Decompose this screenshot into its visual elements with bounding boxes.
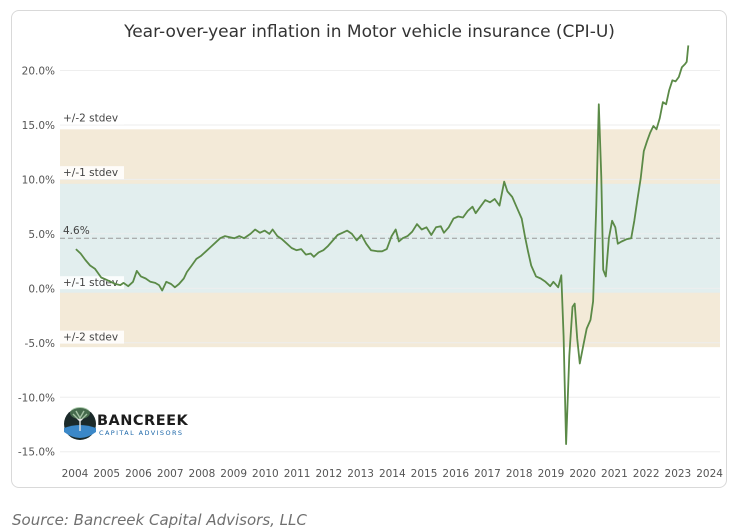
x-tick-label-2023: 2023 bbox=[665, 468, 692, 480]
y-tick-label-0: 20.0% bbox=[22, 65, 55, 77]
y-tick-label-5: -5.0% bbox=[25, 338, 55, 350]
band-label-3: +/-2 stdev bbox=[63, 332, 118, 344]
y-tick-label-3: 5.0% bbox=[28, 229, 55, 241]
x-tick-label-2010: 2010 bbox=[252, 468, 279, 480]
logo-mark bbox=[64, 407, 96, 440]
x-tick-label-2021: 2021 bbox=[601, 468, 628, 480]
x-tick-label-2007: 2007 bbox=[157, 468, 184, 480]
x-tick-label-2020: 2020 bbox=[569, 468, 596, 480]
y-tick-label-7: -15.0% bbox=[18, 447, 55, 459]
band-label-bg-0 bbox=[60, 111, 124, 125]
x-tick-label-2004: 2004 bbox=[62, 468, 89, 480]
x-tick-label-2015: 2015 bbox=[411, 468, 438, 480]
logo-tagline: CAPITAL ADVISORS bbox=[99, 429, 184, 437]
x-tick-label-2024: 2024 bbox=[696, 468, 723, 480]
band-labels: +/-2 stdev +/-1 stdev +/-1 stdev +/-2 stdev bbox=[60, 111, 124, 344]
x-tick-label-2016: 2016 bbox=[442, 468, 469, 480]
x-tick-label-2013: 2013 bbox=[347, 468, 374, 480]
logo-name: BANCREEK bbox=[97, 413, 189, 429]
y-tick-label-2: 10.0% bbox=[22, 174, 55, 186]
band-label-bg-1 bbox=[60, 166, 124, 180]
x-tick-label-2019: 2019 bbox=[538, 468, 565, 480]
y-tick-label-4: 0.0% bbox=[28, 283, 55, 295]
chart-title: Year-over-year inflation in Motor vehicl… bbox=[124, 22, 615, 42]
x-tick-label-2017: 2017 bbox=[474, 468, 501, 480]
x-tick-label-2012: 2012 bbox=[315, 468, 342, 480]
y-axis-ticks: 20.0% 15.0% 10.0% 5.0% 0.0% -5.0% -10.0% -15.0% bbox=[18, 65, 55, 458]
x-tick-label-2014: 2014 bbox=[379, 468, 406, 480]
series-line-0 bbox=[75, 45, 690, 445]
x-tick-label-2006: 2006 bbox=[125, 468, 152, 480]
x-tick-label-2011: 2011 bbox=[284, 468, 311, 480]
band-label-bg-3 bbox=[60, 330, 124, 344]
x-tick-label-2022: 2022 bbox=[633, 468, 660, 480]
band-label-0: +/-2 stdev bbox=[63, 113, 118, 125]
x-tick-label-2008: 2008 bbox=[189, 468, 216, 480]
band-label-bg-2 bbox=[60, 276, 124, 290]
x-axis-ticks: 2004 2005 2006 2007 2008 2009 2010 2011 2012 2013… bbox=[62, 468, 724, 480]
source-note: Source: Bancreek Capital Advisors, LLC bbox=[12, 511, 307, 529]
stdev-bands bbox=[60, 129, 720, 348]
mean-label: 4.6% bbox=[63, 225, 90, 237]
band-label-1: +/-1 stdev bbox=[63, 167, 118, 179]
y-tick-label-1: 15.0% bbox=[22, 120, 55, 132]
y-tick-label-6: -10.0% bbox=[18, 392, 55, 404]
band-label-2: +/-1 stdev bbox=[63, 277, 118, 289]
series-group bbox=[75, 45, 690, 445]
x-tick-label-2009: 2009 bbox=[220, 468, 247, 480]
gridlines bbox=[60, 69, 720, 453]
x-tick-label-2005: 2005 bbox=[93, 468, 120, 480]
x-tick-label-2018: 2018 bbox=[506, 468, 533, 480]
